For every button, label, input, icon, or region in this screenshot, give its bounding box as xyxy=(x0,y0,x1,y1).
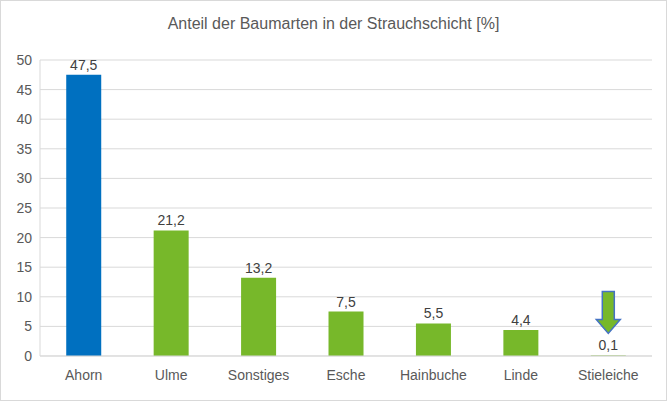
svg-text:7,5: 7,5 xyxy=(336,294,356,310)
svg-text:20: 20 xyxy=(16,230,32,246)
html-text:Anteil der Baumarten in der St: Anteil der Baumarten in der Strauchschic… xyxy=(167,15,500,32)
svg-text:5,5: 5,5 xyxy=(424,305,444,321)
svg-text:50: 50 xyxy=(16,52,32,68)
svg-text:30: 30 xyxy=(16,170,32,186)
svg-text:Esche: Esche xyxy=(327,367,366,383)
svg-text:Sonstiges: Sonstiges xyxy=(228,367,289,383)
svg-text:Ahorn: Ahorn xyxy=(65,367,102,383)
svg-text:15: 15 xyxy=(16,259,32,275)
svg-text:13,2: 13,2 xyxy=(245,260,272,276)
svg-text:Linde: Linde xyxy=(504,367,538,383)
svg-text:35: 35 xyxy=(16,141,32,157)
svg-text:0,1: 0,1 xyxy=(599,337,619,353)
svg-text:45: 45 xyxy=(16,82,32,98)
svg-text:Ulme: Ulme xyxy=(155,367,188,383)
svg-text:25: 25 xyxy=(16,200,32,216)
svg-text:47,5: 47,5 xyxy=(70,57,97,73)
svg-text:Hainbuche: Hainbuche xyxy=(400,367,467,383)
svg-text:4,4: 4,4 xyxy=(511,312,531,328)
svg-text:10: 10 xyxy=(16,289,32,305)
svg-text:Stieleiche: Stieleiche xyxy=(578,367,639,383)
svg-text:21,2: 21,2 xyxy=(158,212,185,228)
svg-text:5: 5 xyxy=(24,318,32,334)
svg-text:40: 40 xyxy=(16,111,32,127)
svg-text:0: 0 xyxy=(24,348,32,364)
